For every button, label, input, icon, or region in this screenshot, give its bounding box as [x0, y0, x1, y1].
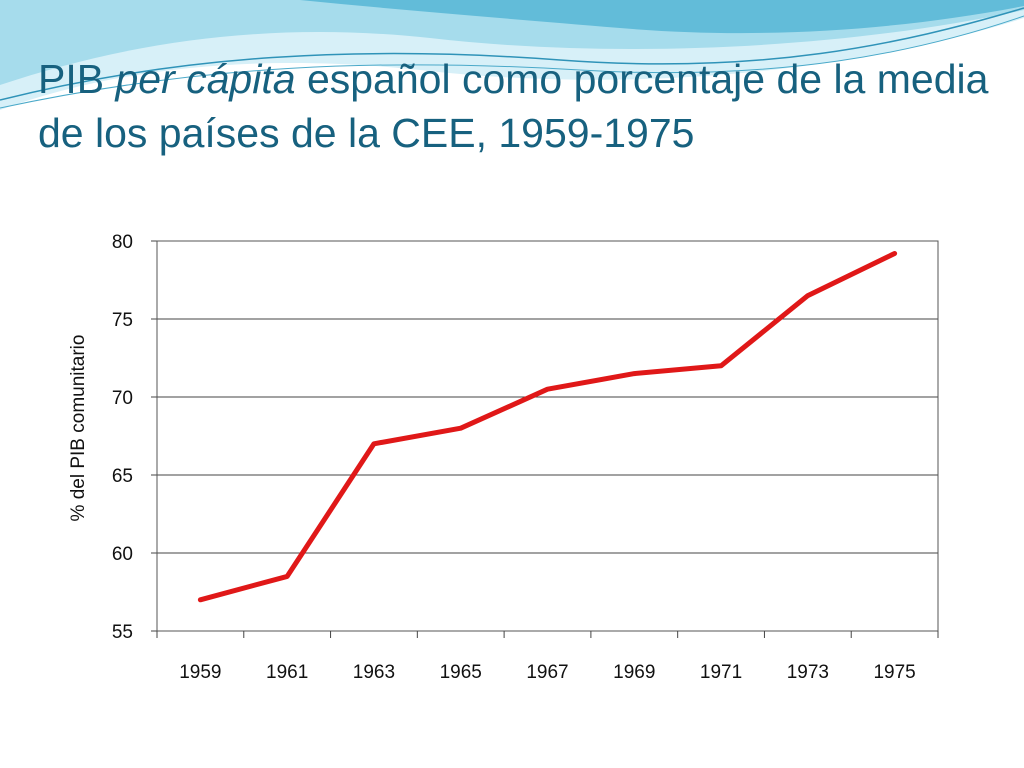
x-tick-label: 1969: [613, 662, 655, 683]
x-axis-tick-labels: 1959 1961 1963 1965 1967 1969 1971 1973 1975: [179, 662, 916, 683]
data-point: [198, 597, 203, 602]
x-tick-label: 1965: [440, 662, 482, 683]
data-point: [545, 387, 550, 392]
title-suffix: español como porcentaje de la media de l…: [38, 56, 989, 156]
data-point: [719, 363, 724, 368]
data-point: [371, 441, 376, 446]
x-tick-label: 1963: [353, 662, 395, 683]
y-tick-label: 55: [112, 622, 133, 643]
y-axis-label: % del PIB comunitario: [68, 335, 89, 522]
series-line: [197, 250, 898, 603]
x-tick-label: 1973: [787, 662, 829, 683]
header-wave-decoration: [0, 0, 1024, 110]
x-tick-label: 1961: [266, 662, 308, 683]
title-italic: per cápita: [115, 56, 296, 102]
x-tick-label: 1959: [179, 662, 221, 683]
title-prefix: PIB: [38, 56, 116, 102]
data-point: [892, 251, 897, 256]
slide-title: PIB per cápita español como porcentaje d…: [38, 52, 998, 160]
data-point: [285, 574, 290, 579]
series-layer: [197, 250, 898, 603]
y-tick-label: 60: [112, 544, 133, 565]
y-tick-label: 70: [112, 388, 133, 409]
data-point: [458, 426, 463, 431]
y-tick-label: 65: [112, 466, 133, 487]
gridlines: [151, 240, 938, 632]
data-point: [805, 293, 810, 298]
x-tick-label: 1975: [873, 662, 915, 683]
plot-area: [156, 240, 939, 632]
x-tick-label: 1971: [700, 662, 742, 683]
x-tick-label: 1967: [526, 662, 568, 683]
y-axis-tick-labels: 55 60 65 70 75 80: [112, 232, 133, 643]
x-axis-tick-marks: [156, 631, 939, 638]
y-tick-label: 75: [112, 310, 133, 331]
data-point: [632, 371, 637, 376]
y-tick-label: 80: [112, 232, 133, 253]
